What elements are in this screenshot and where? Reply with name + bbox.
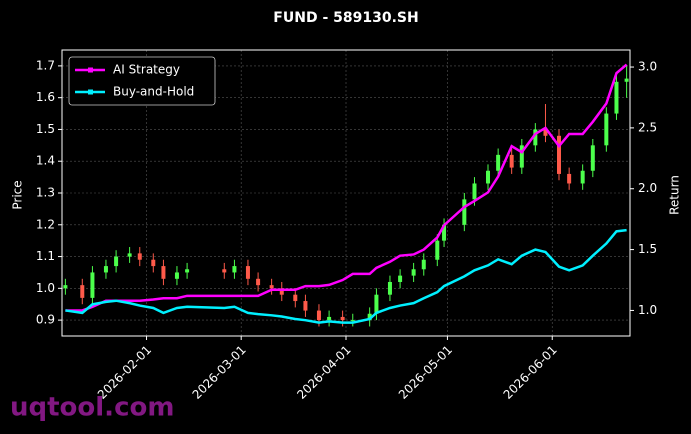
candle-body xyxy=(374,294,379,314)
candle-body xyxy=(421,259,426,270)
candle-body xyxy=(293,294,298,302)
x-tick-label: 2026-05-01 xyxy=(396,343,455,402)
candle-body xyxy=(624,78,629,82)
candle-body xyxy=(269,285,274,289)
candle-body xyxy=(63,285,68,289)
candle-body xyxy=(472,183,477,200)
candle-body xyxy=(161,266,166,279)
plot-frame xyxy=(61,49,631,337)
candle-body xyxy=(340,316,345,321)
y-tick-label: 1.2 xyxy=(36,217,55,231)
candle-body xyxy=(519,145,524,168)
candle-body xyxy=(303,301,308,311)
candle-body xyxy=(151,259,156,267)
y-tick-label: 1.7 xyxy=(36,58,55,72)
candle-body xyxy=(127,253,132,257)
y2-tick-label: 1.0 xyxy=(638,303,657,317)
y-tick-label: 1.5 xyxy=(36,122,55,136)
candle-body xyxy=(114,256,119,267)
x-tick-label: 2026-03-01 xyxy=(190,343,249,402)
candle-body xyxy=(590,145,595,171)
candle-body xyxy=(496,154,501,171)
y-tick-label: 1.3 xyxy=(36,186,55,200)
y-tick-label: 1.4 xyxy=(36,154,55,168)
candle-body xyxy=(398,275,403,282)
candle-body xyxy=(557,135,561,174)
legend-label: Buy-and-Hold xyxy=(113,85,194,99)
y2-axis-label: Return xyxy=(668,175,682,215)
candle-body xyxy=(367,313,372,321)
y-axis-label: Price xyxy=(11,180,25,209)
legend-marker xyxy=(88,89,93,95)
watermark: uqtool.com xyxy=(10,393,174,423)
y-tick-label: 1.1 xyxy=(36,249,55,263)
candle-body xyxy=(614,81,619,114)
candle-body xyxy=(509,154,514,168)
legend-marker xyxy=(88,67,93,73)
y2-tick-label: 1.5 xyxy=(638,242,657,256)
x-tick-label: 2026-04-01 xyxy=(294,343,353,402)
candle-body xyxy=(533,129,538,146)
y-tick-label: 1.6 xyxy=(36,90,55,104)
candle-body xyxy=(442,224,447,241)
y-tick-label: 1.0 xyxy=(36,281,55,295)
candle-body xyxy=(232,266,237,273)
candle-body xyxy=(350,320,355,322)
y2-tick-label: 2.5 xyxy=(638,120,657,134)
y2-tick-label: 2.0 xyxy=(638,181,657,195)
candle-body xyxy=(580,170,585,184)
legend-box xyxy=(68,56,216,106)
candle-body xyxy=(604,113,609,146)
candle-body xyxy=(174,272,179,279)
candle-body xyxy=(435,240,440,260)
candle-body xyxy=(80,285,85,298)
candle-body xyxy=(462,199,467,225)
candle-body xyxy=(103,266,108,273)
legend-label: AI Strategy xyxy=(113,63,180,77)
series-line xyxy=(65,63,628,312)
candle-body xyxy=(327,316,332,321)
y2-tick-label: 3.0 xyxy=(638,60,657,74)
y-tick-label: 0.9 xyxy=(36,313,55,327)
series-line xyxy=(65,228,627,324)
candle-body xyxy=(567,173,572,184)
candle-body xyxy=(185,269,190,273)
legend: AI Strategy Buy-and-Hold xyxy=(68,56,216,106)
candle-body xyxy=(279,288,284,295)
candle-body xyxy=(137,253,142,260)
candle-body xyxy=(387,281,392,295)
x-tick-label: 2026-06-01 xyxy=(501,343,560,402)
candle-body xyxy=(222,269,227,273)
candle-body xyxy=(316,310,321,321)
candle-body xyxy=(245,266,250,279)
candle-body xyxy=(543,129,548,136)
candle-body xyxy=(486,170,490,184)
candle-body xyxy=(90,272,95,298)
candle-body xyxy=(411,269,416,276)
candle-body xyxy=(256,278,261,286)
chart-title: FUND - 589130.SH xyxy=(273,10,418,26)
